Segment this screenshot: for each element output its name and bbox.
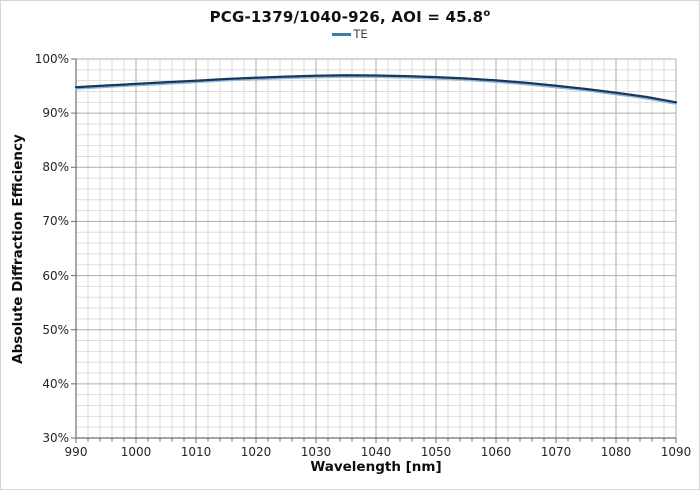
x-tick-label-1030: 1030 [300, 445, 332, 459]
chart-title-degree: o [483, 8, 491, 19]
y-tick-label-70: 70% [42, 214, 69, 229]
y-axis-title: Absolute Diffraction Efficiency [10, 134, 26, 364]
y-tick-label-60: 60% [42, 268, 69, 283]
x-tick-label-1090: 1090 [660, 445, 692, 459]
y-tick-label-30: 30% [42, 431, 69, 445]
x-tick-label-1060: 1060 [480, 445, 512, 459]
x-tick-label-1000: 1000 [120, 445, 152, 459]
legend-label-te: TE [353, 27, 368, 41]
y-tick-label-50: 50% [42, 322, 69, 337]
x-tick-label-1050: 1050 [420, 445, 452, 459]
chart-title: PCG-1379/1040-926, AOI = 45.8o [1, 8, 699, 26]
y-tick-label-40: 40% [42, 376, 69, 391]
x-axis-title: Wavelength [nm] [310, 459, 442, 475]
x-tick-label-1010: 1010 [180, 445, 212, 459]
x-tick-label-1080: 1080 [600, 445, 632, 459]
x-tick-label-1040: 1040 [360, 445, 392, 459]
curve-te [74, 74, 678, 104]
x-tick-label-1020: 1020 [240, 445, 272, 459]
x-tick-label-1070: 1070 [540, 445, 572, 459]
y-tick-label-80: 80% [42, 160, 69, 175]
x-tick-label-990: 990 [64, 445, 88, 459]
y-tick-label-90: 90% [42, 106, 69, 121]
legend: TE [1, 27, 699, 41]
curve-te-ghost [75, 76, 677, 105]
legend-line-swatch-te [332, 32, 352, 36]
y-tick-label-100: 100% [34, 52, 69, 66]
chart-title-text: PCG-1379/1040-926, AOI = 45.8 [209, 8, 484, 26]
